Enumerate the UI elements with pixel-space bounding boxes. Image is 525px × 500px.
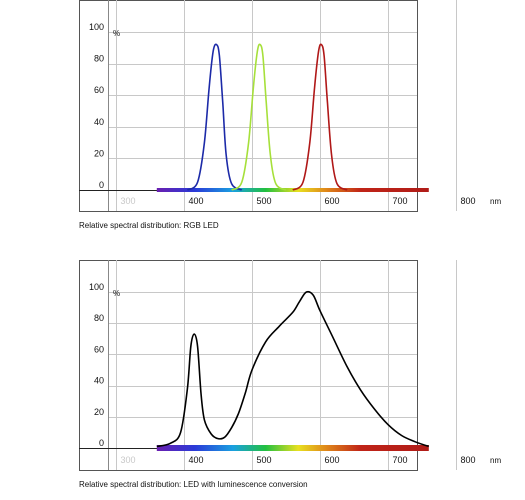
x-unit-label: nm [490,197,501,206]
y-tick-label: 0 [99,438,104,448]
y-tick-label: 100 [89,282,104,292]
x-tick-label: 400 [188,196,203,206]
x-tick-label: 800 [460,196,475,206]
x-tick-label: 600 [324,196,339,206]
y-unit-label: % [113,29,120,38]
rgb-led-spectrum-chart: 0 20 40 60 80 100% 300 400 500 600 700 800 nm [79,0,501,212]
luminescence-led-spectrum-chart: 0 20 40 60 80 100% 300 400 500 600 700 800 nm [79,260,501,471]
x-tick-label: 300 [120,455,135,465]
spectrum-color-bar [156,445,429,451]
series-line-0 [186,43,243,191]
x-unit-label: nm [490,456,501,465]
x-tick-label: 300 [120,196,135,206]
y-tick-label: 60 [94,85,104,95]
chart-frame [79,0,418,212]
y-tick-label: 0 [99,180,104,190]
y-unit-label: % [113,289,120,298]
y-tick-label: 20 [94,407,104,417]
x-tick-label: 600 [324,455,339,465]
y-tick-label: 40 [94,376,104,386]
y-tick-label: 80 [94,54,104,64]
y-tick-label: 80 [94,313,104,323]
y-tick-label: 40 [94,117,104,127]
luminescence-led-chart-caption: Relative spectral distribution: LED with… [79,480,308,489]
chart-frame [79,260,418,471]
x-tick-label: 500 [256,196,271,206]
x-tick-label: 700 [392,455,407,465]
series-line-1 [231,43,287,191]
rgb-led-chart-caption: Relative spectral distribution: RGB LED [79,221,219,230]
y-tick-label: 100 [89,22,104,32]
x-tick-label: 700 [392,196,407,206]
series-line-0 [156,290,430,448]
y-tick-label: 60 [94,344,104,354]
x-tick-label: 500 [256,455,271,465]
series-line-2 [292,43,348,191]
x-tick-label: 400 [188,455,203,465]
y-tick-label: 20 [94,148,104,158]
x-tick-label: 800 [460,455,475,465]
